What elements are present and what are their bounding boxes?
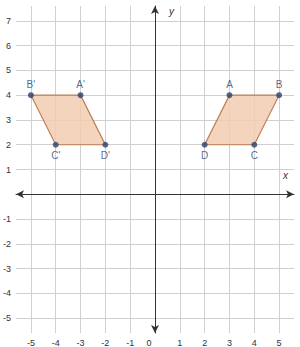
svg-text:2: 2 xyxy=(202,338,207,347)
svg-text:-2: -2 xyxy=(3,239,11,249)
svg-text:D': D' xyxy=(101,150,110,161)
svg-text:4: 4 xyxy=(6,90,11,100)
svg-text:A: A xyxy=(226,79,233,90)
svg-text:C: C xyxy=(251,150,258,161)
svg-text:C': C' xyxy=(51,150,60,161)
svg-text:1: 1 xyxy=(6,165,11,175)
svg-text:-4: -4 xyxy=(3,288,11,298)
svg-text:3: 3 xyxy=(6,115,11,125)
svg-text:5: 5 xyxy=(277,338,282,347)
svg-text:2: 2 xyxy=(6,140,11,150)
svg-text:-1: -1 xyxy=(3,214,11,224)
svg-text:-2: -2 xyxy=(101,338,109,347)
svg-text:1: 1 xyxy=(177,338,182,347)
svg-text:5: 5 xyxy=(6,65,11,75)
svg-text:-5: -5 xyxy=(3,313,11,323)
svg-text:-3: -3 xyxy=(3,264,11,274)
svg-text:-1: -1 xyxy=(126,338,134,347)
svg-text:0: 0 xyxy=(146,338,151,347)
svg-text:4: 4 xyxy=(252,338,257,347)
svg-text:y: y xyxy=(168,6,175,17)
svg-text:x: x xyxy=(282,170,289,181)
svg-text:-4: -4 xyxy=(52,338,60,347)
svg-text:-5: -5 xyxy=(27,338,35,347)
svg-text:7: 7 xyxy=(6,16,11,26)
svg-text:B': B' xyxy=(27,79,36,90)
svg-text:3: 3 xyxy=(227,338,232,347)
svg-text:B: B xyxy=(276,79,283,90)
svg-text:D: D xyxy=(201,150,208,161)
svg-text:-3: -3 xyxy=(77,338,85,347)
svg-text:A': A' xyxy=(76,79,85,90)
svg-text:6: 6 xyxy=(6,41,11,51)
